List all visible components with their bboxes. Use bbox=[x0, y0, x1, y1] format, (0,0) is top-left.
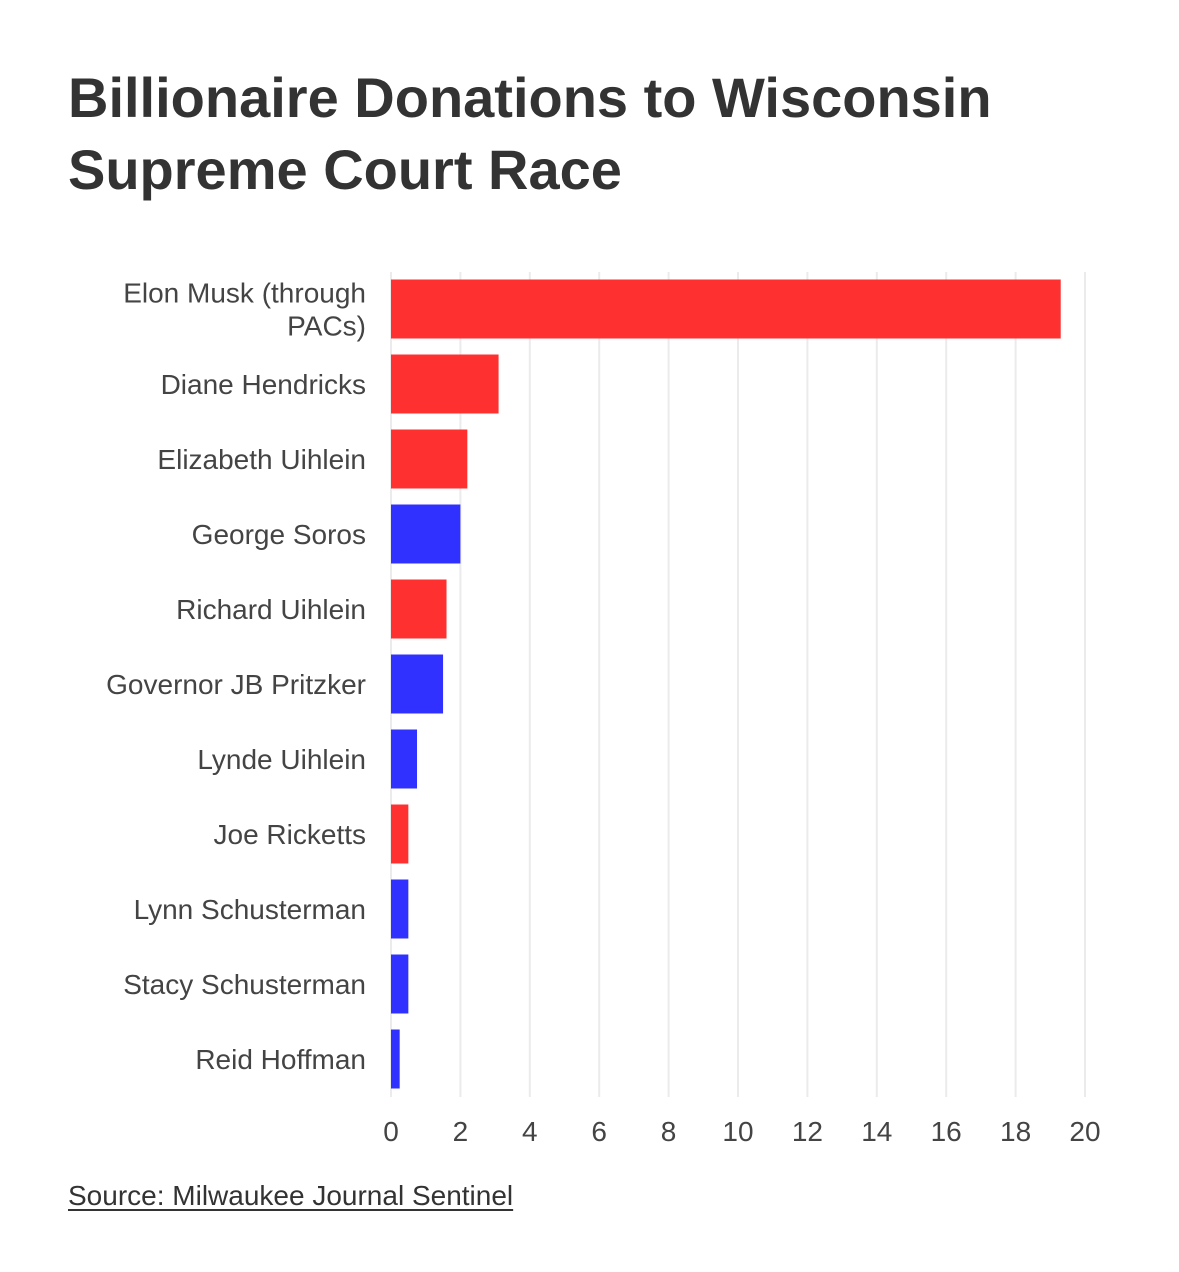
category-label: George Soros bbox=[192, 519, 366, 550]
bar bbox=[391, 804, 409, 864]
category-label-line: PACs) bbox=[287, 311, 366, 342]
x-tick-label: 20 bbox=[1069, 1116, 1100, 1147]
bar bbox=[391, 579, 447, 639]
category-label-line: Governor JB Pritzker bbox=[106, 669, 366, 700]
x-tick-label: 18 bbox=[1000, 1116, 1031, 1147]
category-label: Joe Ricketts bbox=[214, 819, 367, 850]
chart-title: Billionaire Donations to Wisconsin Supre… bbox=[68, 66, 992, 201]
category-label: Diane Hendricks bbox=[161, 369, 366, 400]
category-label-line: Reid Hoffman bbox=[195, 1044, 366, 1075]
category-label: Governor JB Pritzker bbox=[106, 669, 366, 700]
grid-lines bbox=[390, 272, 1086, 1097]
bar bbox=[391, 429, 468, 489]
bar bbox=[391, 279, 1061, 339]
category-label-line: Elon Musk (through bbox=[123, 278, 366, 309]
category-label: Lynn Schusterman bbox=[134, 894, 366, 925]
category-label: Lynde Uihlein bbox=[197, 744, 366, 775]
bar bbox=[391, 504, 461, 564]
category-labels: Elon Musk (through PACs) Diane Hendricks El… bbox=[106, 278, 366, 1076]
category-label-line: Elizabeth Uihlein bbox=[157, 444, 366, 475]
bar bbox=[391, 879, 409, 939]
x-axis-ticks: 0 2 4 6 8 10 12 14 16 18 20 bbox=[383, 1116, 1100, 1147]
x-tick-label: 6 bbox=[591, 1116, 607, 1147]
x-tick-label: 12 bbox=[792, 1116, 823, 1147]
category-label-line: Lynde Uihlein bbox=[197, 744, 366, 775]
bar bbox=[391, 654, 444, 714]
x-tick-label: 0 bbox=[383, 1116, 399, 1147]
category-label-line: Lynn Schusterman bbox=[134, 894, 366, 925]
category-label: Elizabeth Uihlein bbox=[157, 444, 366, 475]
category-label: Elon Musk (through PACs) bbox=[123, 278, 366, 342]
bar bbox=[391, 354, 499, 414]
bar bbox=[391, 729, 418, 789]
x-tick-label: 16 bbox=[931, 1116, 962, 1147]
source-link[interactable]: Source: Milwaukee Journal Sentinel bbox=[68, 1180, 514, 1211]
x-tick-label: 10 bbox=[722, 1116, 753, 1147]
bar bbox=[391, 954, 409, 1014]
category-label-line: Stacy Schusterman bbox=[123, 969, 366, 1000]
category-label-line: George Soros bbox=[192, 519, 366, 550]
category-label: Reid Hoffman bbox=[195, 1044, 366, 1075]
category-label: Stacy Schusterman bbox=[123, 969, 366, 1000]
x-tick-label: 14 bbox=[861, 1116, 892, 1147]
x-tick-label: 4 bbox=[522, 1116, 538, 1147]
x-tick-label: 8 bbox=[661, 1116, 677, 1147]
category-label-line: Joe Ricketts bbox=[214, 819, 367, 850]
bars bbox=[391, 279, 1061, 1089]
x-tick-label: 2 bbox=[453, 1116, 469, 1147]
category-label: Richard Uihlein bbox=[176, 594, 366, 625]
category-label-line: Richard Uihlein bbox=[176, 594, 366, 625]
category-label-line: Diane Hendricks bbox=[161, 369, 366, 400]
bar bbox=[391, 1029, 400, 1089]
